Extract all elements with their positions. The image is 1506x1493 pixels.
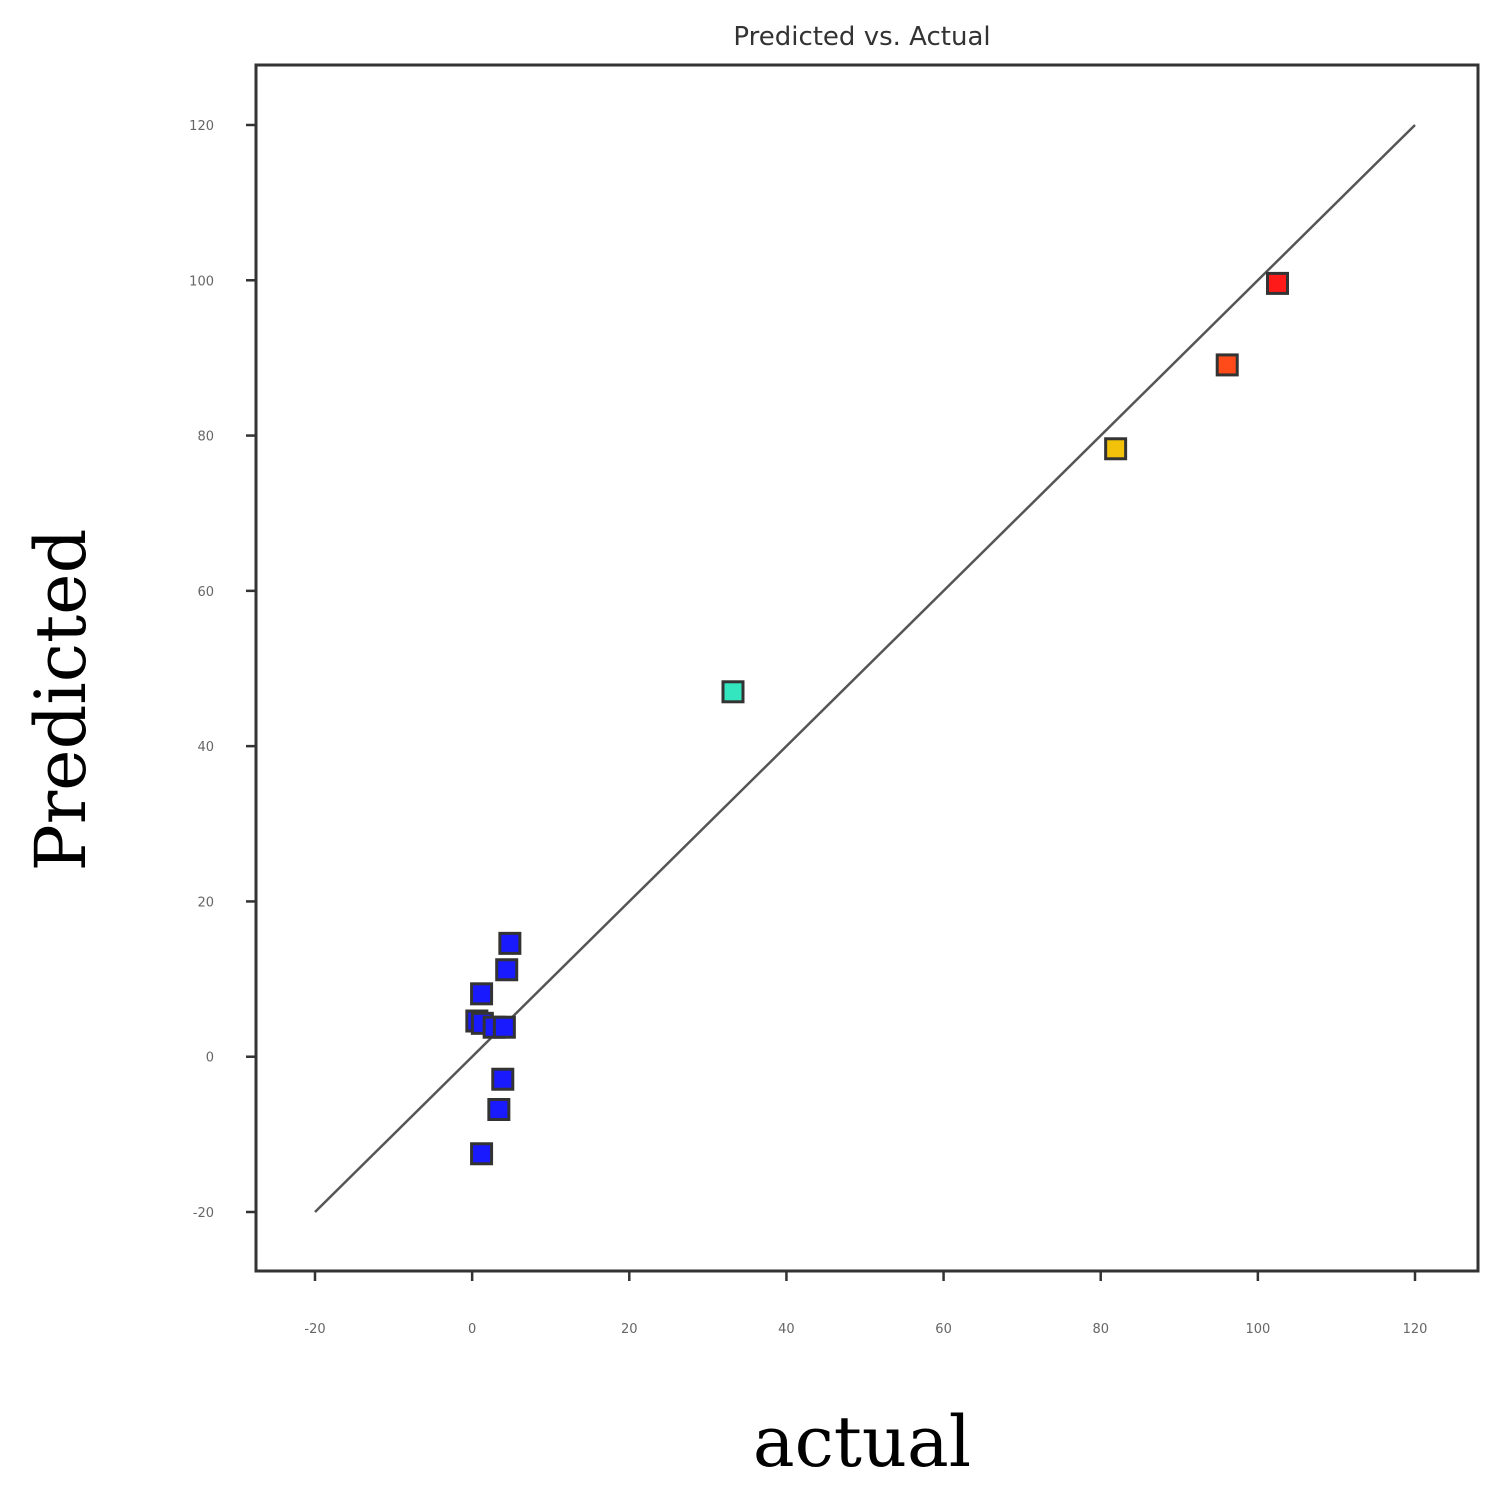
x-tick-label: 120 xyxy=(1403,1322,1428,1337)
y-tick-label: 20 xyxy=(197,895,214,910)
x-tick-label: 80 xyxy=(1092,1322,1109,1337)
y-tick-label: 40 xyxy=(197,740,214,755)
x-axis-ticks: -20 0 20 40 60 80 100 120 xyxy=(304,1271,1427,1337)
y-tick-label: 80 xyxy=(197,430,214,445)
y-tick-label: 100 xyxy=(189,274,214,289)
y-tick-label: 0 xyxy=(206,1051,214,1066)
x-tick-label: 60 xyxy=(935,1322,952,1337)
chart-title: Predicted vs. Actual xyxy=(733,22,990,52)
y-tick-label: 60 xyxy=(197,585,214,600)
x-tick-label: 100 xyxy=(1245,1322,1270,1337)
data-point xyxy=(1266,271,1289,295)
data-point xyxy=(470,982,494,1006)
data-point xyxy=(498,931,522,955)
y-axis-ticks: -20 0 20 40 60 80 100 120 xyxy=(189,119,256,1221)
plot-frame xyxy=(254,63,1480,1273)
x-tick-label: 40 xyxy=(778,1322,795,1337)
x-tick-label: 20 xyxy=(621,1322,638,1337)
data-point xyxy=(721,680,745,704)
data-point xyxy=(470,1142,494,1166)
data-point xyxy=(487,1098,511,1122)
y-tick-label: 120 xyxy=(189,119,214,134)
x-tick-label: -20 xyxy=(304,1322,325,1337)
x-axis-label: actual xyxy=(753,1401,971,1483)
data-point xyxy=(492,1015,516,1039)
y-tick-label: -20 xyxy=(193,1206,214,1221)
x-tick-label: 0 xyxy=(468,1322,476,1337)
data-point xyxy=(1215,353,1239,377)
data-point xyxy=(491,1067,515,1091)
data-point xyxy=(495,958,519,982)
y-axis-label: Predicted xyxy=(20,529,102,872)
data-point xyxy=(1104,437,1128,461)
data-points xyxy=(465,271,1289,1166)
reference-line xyxy=(314,124,1416,1213)
